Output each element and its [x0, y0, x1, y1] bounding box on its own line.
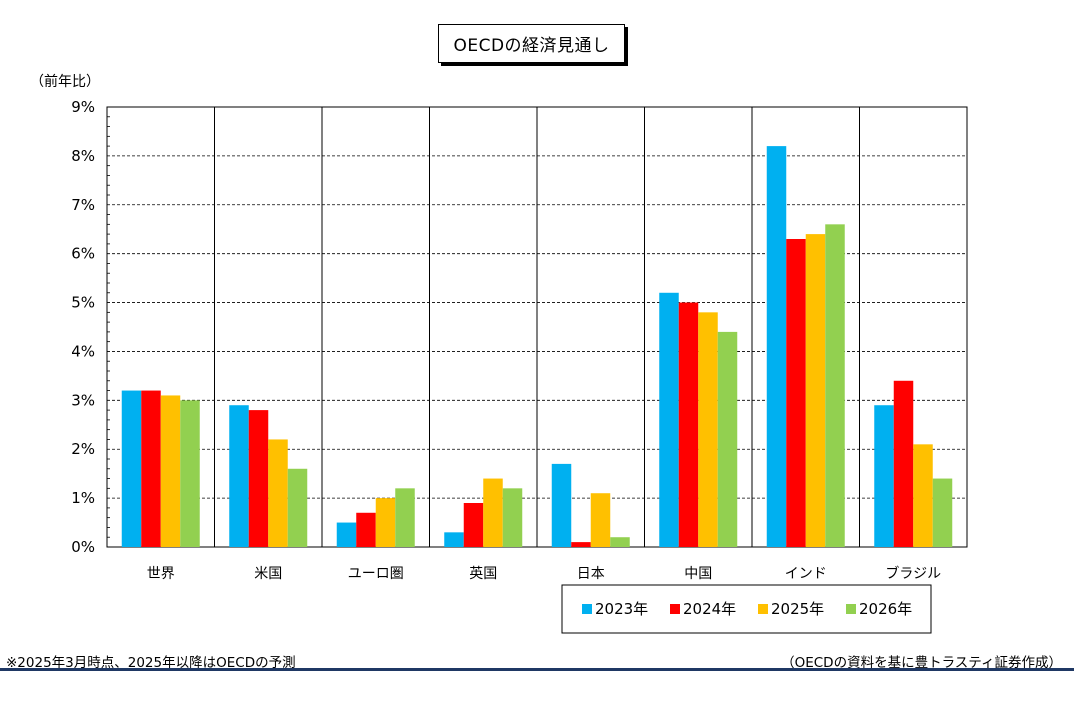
- bar-2024年-インド: [786, 239, 806, 547]
- bar-2026年-ユーロ圏: [395, 488, 415, 547]
- bar-2025年-ブラジル: [913, 444, 933, 547]
- y-tick-label: 9%: [71, 98, 95, 116]
- bar-2025年-世界: [160, 395, 181, 547]
- legend-swatch: [846, 604, 856, 614]
- x-tick-label: ブラジル: [885, 565, 941, 582]
- bar-2026年-インド: [825, 224, 845, 548]
- x-tick-label: 日本: [577, 566, 605, 582]
- y-tick-label: 8%: [71, 147, 95, 165]
- x-tick-label: 英国: [469, 565, 497, 582]
- bar-2023年-ブラジル: [874, 405, 894, 547]
- y-tick-label: 7%: [71, 196, 95, 214]
- bar-2026年-米国: [287, 468, 308, 547]
- legend-label: 2025年: [771, 600, 824, 618]
- y-tick-label: 4%: [71, 342, 95, 360]
- footer-divider: [0, 668, 1074, 671]
- legend: [561, 584, 932, 634]
- bar-2025年-インド: [805, 234, 826, 547]
- bar-2024年-日本: [571, 542, 591, 547]
- y-tick-label: 3%: [71, 391, 95, 409]
- x-tick-label: ユーロ圏: [348, 566, 404, 582]
- y-tick-label: 2%: [71, 440, 95, 458]
- y-tick-label: 0%: [71, 538, 95, 556]
- bar-2025年-英国: [483, 478, 503, 547]
- legend-swatch: [582, 604, 592, 614]
- bar-2026年-英国: [502, 488, 523, 547]
- bar-2023年-中国: [659, 292, 679, 547]
- bar-2023年-インド: [766, 146, 787, 547]
- bar-2023年-英国: [444, 532, 464, 547]
- footnote: ※2025年3月時点、2025年以降はOECDの予測: [6, 655, 296, 671]
- bar-2024年-世界: [141, 390, 161, 547]
- legend-swatch: [758, 604, 768, 614]
- x-tick-label: インド: [785, 566, 827, 582]
- y-axis-unit-label: （前年比）: [30, 74, 100, 90]
- bar-2024年-英国: [463, 503, 484, 547]
- x-tick-label: 米国: [254, 566, 282, 582]
- bar-2025年-米国: [268, 439, 288, 547]
- bar-2024年-ユーロ圏: [356, 512, 376, 547]
- bar-2025年-中国: [698, 312, 718, 547]
- bar-2026年-日本: [610, 537, 630, 547]
- bar-2023年-ユーロ圏: [336, 522, 357, 547]
- bar-2024年-ブラジル: [893, 380, 914, 547]
- y-tick-label: 5%: [71, 294, 95, 312]
- bar-2026年-ブラジル: [932, 478, 953, 547]
- legend-label: 2023年: [595, 600, 648, 618]
- bar-2025年-ユーロ圏: [375, 498, 396, 547]
- legend-label: 2026年: [859, 600, 912, 618]
- bar-2025年-日本: [590, 493, 611, 547]
- y-tick-label: 1%: [71, 489, 95, 507]
- y-tick-label: 6%: [71, 245, 95, 263]
- chart-title: OECDの経済見通し: [438, 24, 625, 63]
- legend-swatch: [670, 604, 680, 614]
- bar-2026年-中国: [717, 331, 738, 547]
- source-note: （OECDの資料を基に豊トラスティ証券作成）: [781, 655, 1062, 671]
- x-tick-label: 世界: [147, 566, 175, 582]
- bar-2023年-世界: [121, 390, 142, 547]
- x-tick-label: 中国: [684, 566, 712, 582]
- bar-2023年-米国: [229, 405, 249, 547]
- bar-2024年-中国: [678, 302, 699, 547]
- bar-2023年-日本: [551, 463, 572, 547]
- bar-2024年-米国: [248, 410, 269, 547]
- bar-2026年-世界: [180, 400, 200, 547]
- legend-label: 2024年: [683, 600, 736, 618]
